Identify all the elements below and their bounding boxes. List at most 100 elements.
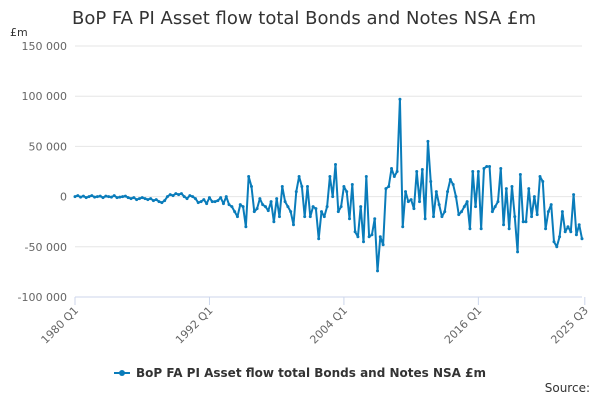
data-point[interactable] <box>73 195 77 199</box>
data-point[interactable] <box>490 210 494 214</box>
data-point[interactable] <box>376 269 380 273</box>
data-point[interactable] <box>291 223 295 227</box>
data-point[interactable] <box>93 195 97 199</box>
data-point[interactable] <box>350 183 354 187</box>
data-point[interactable] <box>146 198 150 202</box>
data-point[interactable] <box>457 213 461 217</box>
data-point[interactable] <box>524 220 528 224</box>
data-point[interactable] <box>485 164 489 168</box>
data-point[interactable] <box>507 227 511 231</box>
data-point[interactable] <box>518 173 522 177</box>
data-point[interactable] <box>216 199 220 203</box>
data-point[interactable] <box>112 194 116 198</box>
data-point[interactable] <box>280 185 284 189</box>
data-point[interactable] <box>496 200 500 204</box>
data-point[interactable] <box>303 215 307 219</box>
data-point[interactable] <box>154 198 158 202</box>
data-point[interactable] <box>109 195 113 199</box>
data-point[interactable] <box>555 245 559 249</box>
data-point[interactable] <box>90 194 94 198</box>
data-point[interactable] <box>577 223 581 227</box>
data-point[interactable] <box>516 250 520 254</box>
data-point[interactable] <box>429 180 433 184</box>
data-point[interactable] <box>409 198 413 202</box>
data-point[interactable] <box>334 162 337 166</box>
data-point[interactable] <box>541 180 545 184</box>
data-point[interactable] <box>412 207 416 211</box>
data-point[interactable] <box>227 203 231 207</box>
data-point[interactable] <box>530 215 534 219</box>
legend-item-bonds-notes[interactable]: BoP FA PI Asset flow total Bonds and Not… <box>114 366 486 380</box>
data-point[interactable] <box>415 170 419 173</box>
data-point[interactable] <box>521 220 525 224</box>
data-point[interactable] <box>224 195 228 199</box>
data-point[interactable] <box>98 194 102 198</box>
data-point[interactable] <box>513 215 517 219</box>
data-point[interactable] <box>502 223 506 227</box>
data-point[interactable] <box>261 203 265 207</box>
data-point[interactable] <box>305 185 309 189</box>
data-point[interactable] <box>129 197 133 201</box>
data-point[interactable] <box>255 207 259 211</box>
data-point[interactable] <box>432 215 436 219</box>
data-point[interactable] <box>207 196 211 200</box>
data-point[interactable] <box>202 198 206 202</box>
data-point[interactable] <box>401 225 405 229</box>
data-point[interactable] <box>286 205 290 209</box>
data-point[interactable] <box>311 205 315 209</box>
data-point[interactable] <box>81 194 85 198</box>
data-point[interactable] <box>546 210 550 214</box>
data-point[interactable] <box>465 200 469 204</box>
data-point[interactable] <box>527 187 531 191</box>
data-point[interactable] <box>241 205 245 209</box>
data-point[interactable] <box>510 185 514 189</box>
data-point[interactable] <box>359 205 363 209</box>
data-point[interactable] <box>566 225 570 229</box>
data-point[interactable] <box>308 215 312 219</box>
data-point[interactable] <box>210 200 214 204</box>
data-point[interactable] <box>398 97 402 101</box>
data-point[interactable] <box>115 196 119 200</box>
data-point[interactable] <box>188 194 192 198</box>
data-point[interactable] <box>373 217 377 221</box>
data-point[interactable] <box>249 185 253 189</box>
data-point[interactable] <box>135 198 139 202</box>
data-point[interactable] <box>140 196 144 200</box>
data-point[interactable] <box>191 195 195 199</box>
data-point[interactable] <box>440 215 444 219</box>
data-point[interactable] <box>320 210 323 214</box>
data-point[interactable] <box>364 175 368 179</box>
data-point[interactable] <box>488 164 492 168</box>
data-point[interactable] <box>479 227 483 231</box>
data-point[interactable] <box>471 170 475 173</box>
data-point[interactable] <box>574 233 578 237</box>
data-point[interactable] <box>404 190 408 194</box>
data-point[interactable] <box>468 227 472 231</box>
data-point[interactable] <box>157 200 161 204</box>
data-point[interactable] <box>266 209 270 213</box>
data-point[interactable] <box>418 200 422 204</box>
data-point[interactable] <box>504 187 508 191</box>
data-point[interactable] <box>443 210 447 214</box>
data-point[interactable] <box>395 170 399 173</box>
data-point[interactable] <box>420 167 424 171</box>
data-point[interactable] <box>174 192 178 196</box>
data-point[interactable] <box>348 217 352 221</box>
data-point[interactable] <box>406 200 410 204</box>
data-point[interactable] <box>87 195 91 199</box>
data-point[interactable] <box>168 193 172 197</box>
data-point[interactable] <box>230 205 234 209</box>
data-point[interactable] <box>446 190 450 194</box>
data-point[interactable] <box>269 200 273 204</box>
data-point[interactable] <box>474 205 478 209</box>
data-point[interactable] <box>538 175 542 179</box>
data-point[interactable] <box>572 193 576 197</box>
data-point[interactable] <box>434 190 438 194</box>
data-point[interactable] <box>356 235 360 239</box>
data-point[interactable] <box>560 210 564 214</box>
data-point[interactable] <box>482 166 486 170</box>
data-point[interactable] <box>381 243 385 247</box>
data-point[interactable] <box>196 201 200 205</box>
data-point[interactable] <box>437 203 441 207</box>
data-point[interactable] <box>272 220 276 224</box>
